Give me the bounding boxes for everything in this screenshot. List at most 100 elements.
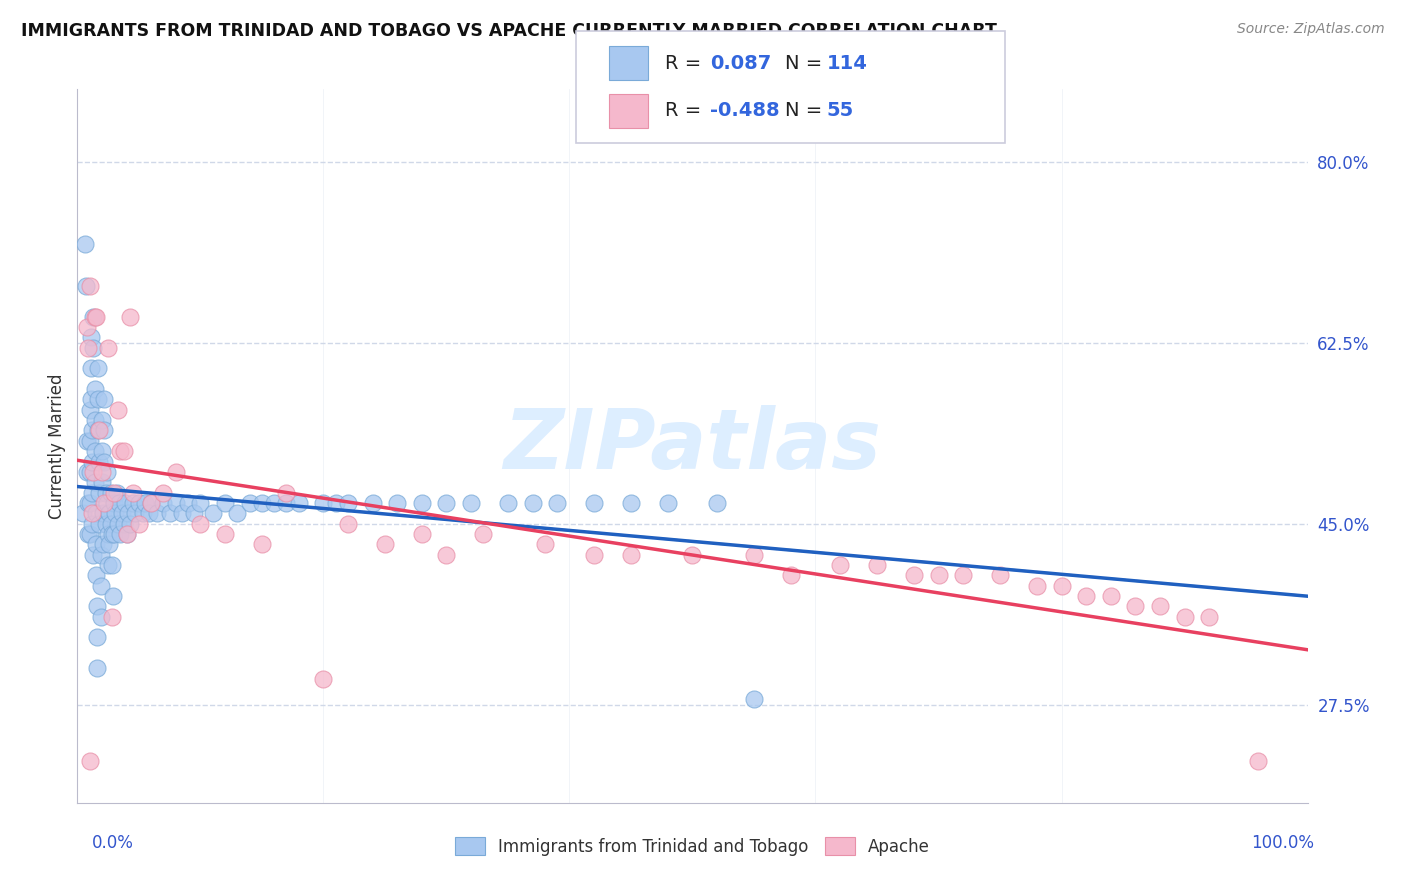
Point — [82, 341, 104, 355]
Point — [86, 661, 108, 675]
Point — [82, 485, 104, 500]
Point — [87, 424, 110, 438]
Point — [1099, 589, 1122, 603]
Point — [103, 485, 125, 500]
Point — [76, 434, 98, 448]
Point — [115, 527, 138, 541]
Point — [120, 516, 142, 531]
Point — [276, 485, 298, 500]
Point — [90, 413, 114, 427]
Point — [183, 506, 205, 520]
Point — [312, 672, 335, 686]
Point — [97, 341, 120, 355]
Point — [1076, 589, 1098, 603]
Point — [188, 496, 212, 510]
Point — [312, 496, 335, 510]
Point — [84, 537, 107, 551]
Point — [276, 496, 298, 510]
Point — [112, 444, 135, 458]
Point — [385, 496, 409, 510]
Point — [82, 506, 104, 520]
Point — [75, 278, 97, 293]
Point — [87, 392, 110, 407]
Point — [522, 496, 544, 510]
Point — [214, 496, 236, 510]
Point — [76, 465, 98, 479]
Point — [201, 506, 224, 520]
Point — [72, 506, 94, 520]
Text: N =: N = — [785, 54, 828, 73]
Point — [77, 527, 100, 541]
Point — [93, 454, 115, 468]
Point — [159, 506, 181, 520]
Point — [496, 496, 519, 510]
Point — [620, 496, 643, 510]
Point — [83, 310, 105, 324]
Text: N =: N = — [785, 101, 828, 120]
Point — [830, 558, 852, 572]
Point — [79, 496, 101, 510]
Point — [96, 465, 118, 479]
Point — [436, 548, 458, 562]
Point — [87, 361, 110, 376]
Point — [79, 527, 101, 541]
Point — [682, 548, 704, 562]
Point — [1149, 599, 1171, 614]
Point — [89, 516, 111, 531]
Point — [93, 424, 115, 438]
Point — [73, 237, 96, 252]
Point — [97, 527, 120, 541]
Point — [472, 527, 495, 541]
Point — [82, 310, 104, 324]
Point — [77, 341, 100, 355]
Point — [361, 496, 384, 510]
Text: R =: R = — [665, 54, 707, 73]
Point — [100, 485, 122, 500]
Point — [250, 537, 273, 551]
Point — [742, 692, 765, 706]
Point — [337, 496, 360, 510]
Point — [96, 496, 118, 510]
Point — [83, 444, 105, 458]
Point — [82, 516, 104, 531]
Point — [84, 506, 107, 520]
Point — [134, 496, 156, 510]
Point — [79, 402, 101, 417]
Point — [742, 548, 765, 562]
Point — [988, 568, 1011, 582]
Point — [121, 485, 143, 500]
Point — [146, 506, 169, 520]
Point — [165, 465, 187, 479]
Point — [94, 516, 117, 531]
Point — [114, 496, 136, 510]
Point — [170, 506, 193, 520]
Point — [138, 506, 160, 520]
Text: 0.087: 0.087 — [710, 54, 772, 73]
Point — [141, 496, 163, 510]
Point — [79, 755, 101, 769]
Point — [263, 496, 285, 510]
Point — [79, 434, 101, 448]
Point — [103, 496, 125, 510]
Point — [83, 413, 105, 427]
Text: 100.0%: 100.0% — [1251, 834, 1315, 852]
Point — [98, 537, 121, 551]
Point — [214, 527, 236, 541]
Point — [76, 320, 98, 334]
Point — [121, 496, 143, 510]
Point — [124, 506, 146, 520]
Point — [288, 496, 311, 510]
Point — [90, 465, 114, 479]
Point — [110, 444, 132, 458]
Point — [91, 537, 114, 551]
Point — [141, 496, 163, 510]
Point — [928, 568, 950, 582]
Point — [128, 516, 150, 531]
Point — [83, 382, 105, 396]
Point — [84, 568, 107, 582]
Point — [620, 548, 643, 562]
Point — [89, 454, 111, 468]
Point — [706, 496, 728, 510]
Point — [165, 496, 187, 510]
Point — [79, 465, 101, 479]
